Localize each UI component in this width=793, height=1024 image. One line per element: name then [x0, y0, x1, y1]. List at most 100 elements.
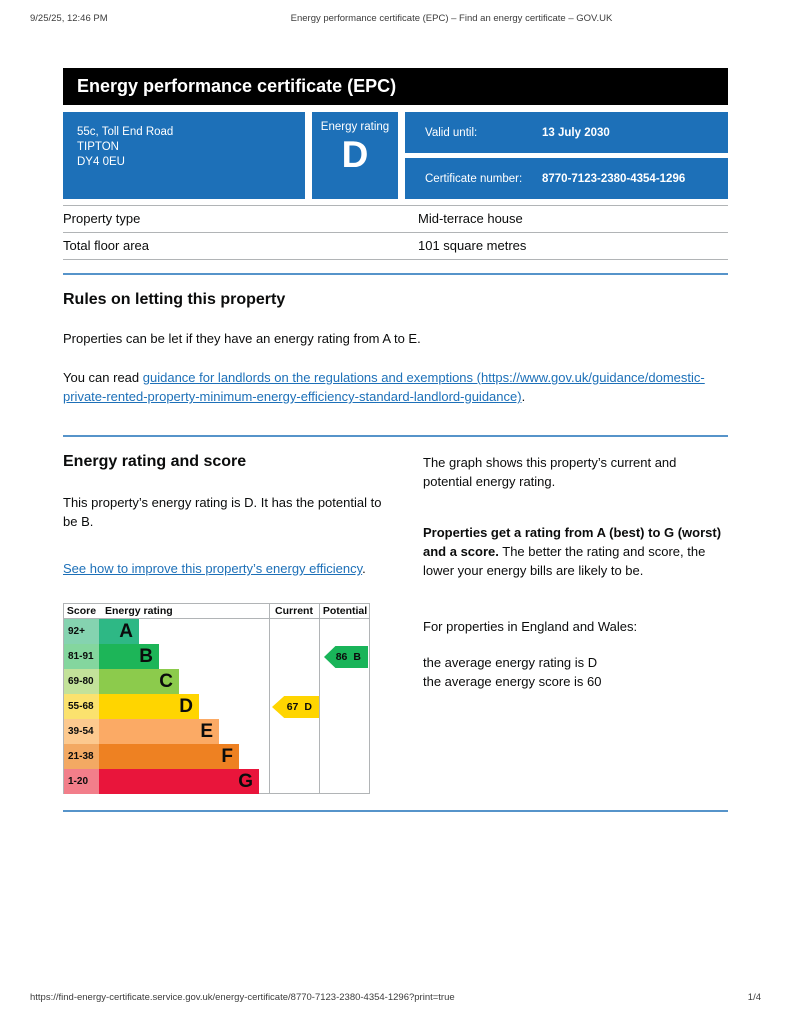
band-row-a: 92+ A	[64, 619, 369, 644]
england-wales-para: For properties in England and Wales:	[423, 619, 638, 634]
guidance-suffix: .	[521, 389, 526, 404]
rating-scale-bold: Properties get a rating from A (best) to…	[423, 525, 722, 559]
band-score-cell: 69-80	[64, 669, 99, 694]
table-row: Total floor area 101 square metres	[63, 233, 728, 260]
section-divider	[63, 810, 728, 812]
band-letter: D	[179, 695, 193, 717]
section-divider	[63, 273, 728, 275]
band-bar-c: C	[99, 669, 179, 694]
rating-left-column: Energy rating and score This property’s …	[63, 453, 423, 794]
print-header: 9/25/25, 12:46 PM Energy performance cer…	[30, 13, 763, 24]
energy-rating-value: D	[341, 134, 369, 175]
valid-until-box: Valid until: 13 July 2030	[405, 112, 728, 153]
address-line-3: DY4 0EU	[77, 156, 125, 168]
rating-summary-para: This property’s energy rating is D. It h…	[63, 495, 382, 529]
improve-para: See how to improve this property’s energ…	[63, 559, 398, 578]
rating-scale-rest: The better the rating and score, the low…	[423, 544, 706, 578]
print-datetime: 9/25/25, 12:46 PM	[30, 13, 108, 24]
band-bar-b: B	[99, 644, 159, 669]
property-address: 55c, Toll End Road TIPTON DY4 0EU	[63, 112, 305, 199]
address-line-2: TIPTON	[77, 141, 119, 153]
band-score-cell: 92+	[64, 619, 99, 644]
band-score-cell: 21-38	[64, 744, 99, 769]
band-row-c: 69-80 C	[64, 669, 369, 694]
print-page-number: 1/4	[747, 992, 761, 1003]
certificate-document: Energy performance certificate (EPC) 55c…	[63, 68, 728, 812]
epc-rating-chart: Score Energy rating Current Potential 92…	[63, 603, 370, 794]
certificate-number-value: 8770-7123-2380-4354-1296	[542, 172, 686, 185]
chart-header-energy-rating: Energy rating	[105, 605, 173, 617]
band-bar-e: E	[99, 719, 219, 744]
print-footer: https://find-energy-certificate.service.…	[30, 992, 761, 1003]
print-page-title: Energy performance certificate (EPC) – F…	[290, 13, 613, 24]
certificate-title: Energy performance certificate (EPC)	[77, 76, 397, 96]
band-score-cell: 39-54	[64, 719, 99, 744]
band-row-b: 81-91 B	[64, 644, 369, 669]
property-details-table: Property type Mid-terrace house Total fl…	[63, 205, 728, 260]
rating-scale-para: Properties get a rating from A (best) to…	[423, 523, 728, 580]
address-line-1: 55c, Toll End Road	[77, 126, 174, 138]
guidance-prefix: You can read	[63, 370, 143, 385]
property-type-label: Property type	[63, 211, 141, 226]
band-row-g: 1-20 G	[64, 769, 369, 794]
average-rating-line: the average energy rating is D	[423, 655, 598, 670]
potential-score: 86	[335, 651, 348, 663]
band-row-f: 21-38 F	[64, 744, 369, 769]
certificate-number-box: Certificate number: 8770-7123-2380-4354-…	[405, 158, 728, 199]
energy-rating-box: Energy rating D	[312, 112, 398, 199]
band-row-e: 39-54 E	[64, 719, 369, 744]
band-score-cell: 81-91	[64, 644, 99, 669]
rating-heading: Energy rating and score	[63, 453, 247, 470]
chart-header-potential: Potential	[322, 605, 368, 617]
band-letter: E	[200, 720, 213, 742]
certificate-number-label: Certificate number:	[425, 172, 523, 185]
band-bar-a: A	[99, 619, 139, 644]
chart-header-current: Current	[275, 605, 313, 617]
certificate-banner: Energy performance certificate (EPC)	[63, 68, 728, 105]
floor-area-value: 101 square metres	[418, 238, 527, 253]
band-letter: B	[139, 645, 153, 667]
validity-column: Valid until: 13 July 2030 Certificate nu…	[405, 112, 728, 199]
section-divider	[63, 435, 728, 437]
band-bar-d: D	[99, 694, 199, 719]
current-score: 67	[286, 701, 299, 713]
band-letter: F	[221, 745, 233, 767]
band-bar-f: F	[99, 744, 239, 769]
valid-until-label: Valid until:	[425, 126, 478, 139]
valid-until-value: 13 July 2030	[542, 126, 610, 139]
letting-rules-section: Rules on letting this property Propertie…	[63, 291, 728, 406]
band-bar-g: G	[99, 769, 259, 794]
potential-column-divider	[319, 604, 320, 793]
chart-header-row: Score Energy rating Current Potential	[64, 604, 369, 619]
current-letter: D	[304, 701, 312, 713]
letting-rules-heading: Rules on letting this property	[63, 291, 286, 308]
current-column-divider	[269, 604, 270, 793]
potential-letter: B	[353, 651, 361, 663]
property-type-value: Mid-terrace house	[418, 211, 523, 226]
improve-efficiency-link[interactable]: See how to improve this property’s energ…	[63, 561, 363, 576]
table-row: Property type Mid-terrace house	[63, 206, 728, 233]
band-score-cell: 1-20	[64, 769, 99, 794]
energy-rating-label: Energy rating	[320, 121, 390, 133]
potential-rating-arrow: 86 B	[324, 646, 368, 668]
current-rating-arrow: 67 D	[272, 696, 319, 718]
band-letter: G	[238, 770, 253, 792]
rating-right-column: The graph shows this property’s current …	[423, 453, 728, 794]
band-score-cell: 55-68	[64, 694, 99, 719]
print-url: https://find-energy-certificate.service.…	[30, 992, 455, 1003]
improve-suffix: .	[362, 561, 366, 576]
band-letter: A	[119, 620, 133, 642]
band-row-d: 55-68 D	[64, 694, 369, 719]
averages-para: the average energy rating is D the avera…	[423, 653, 728, 691]
floor-area-label: Total floor area	[63, 238, 149, 253]
graph-explainer-para: The graph shows this property’s current …	[423, 455, 677, 489]
average-score-line: the average energy score is 60	[423, 674, 602, 689]
letting-guidance-para: You can read guidance for landlords on t…	[63, 368, 728, 406]
energy-rating-section: Energy rating and score This property’s …	[63, 453, 728, 794]
chart-header-score: Score	[66, 605, 97, 617]
landlord-guidance-link[interactable]: guidance for landlords on the regulation…	[63, 370, 705, 404]
letting-rules-para: Properties can be let if they have an en…	[63, 331, 421, 346]
certificate-summary: 55c, Toll End Road TIPTON DY4 0EU Energy…	[63, 112, 728, 199]
band-letter: C	[159, 670, 173, 692]
